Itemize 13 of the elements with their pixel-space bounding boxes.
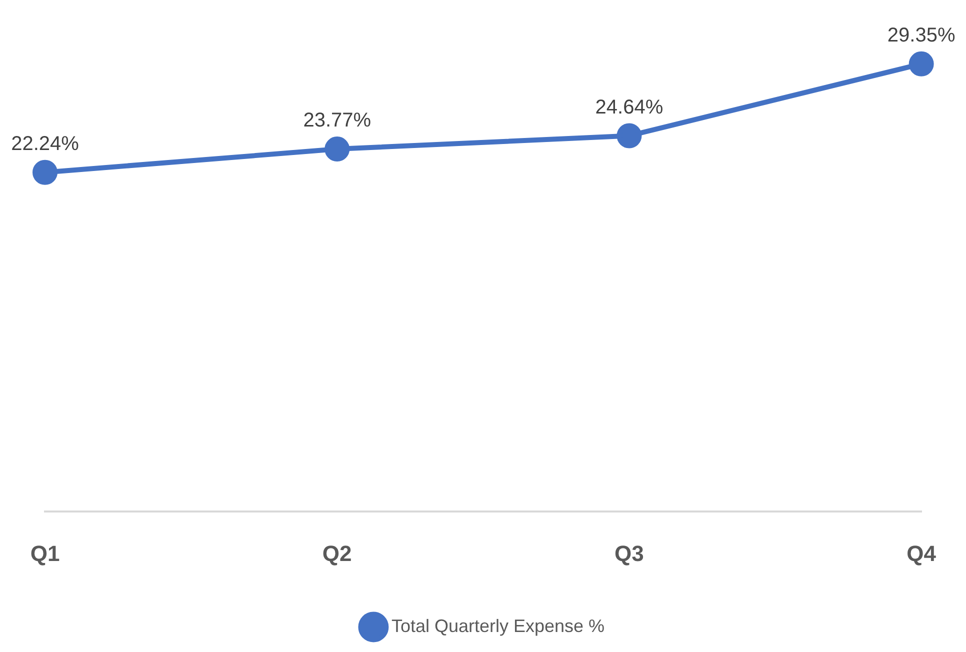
point (616, 123, 642, 148)
data-label: 29.35% (887, 24, 956, 46)
legend-label: Total Quarterly Expense % (391, 616, 605, 636)
x-tick-label: Q3 (614, 540, 644, 566)
data-label: 22.24% (11, 132, 80, 155)
point (908, 51, 934, 76)
x-tick-label: Q4 (906, 540, 937, 566)
x-tick-label: Q1 (30, 540, 60, 566)
point (324, 136, 350, 162)
point (32, 160, 58, 185)
data-label: 24.64% (595, 96, 664, 118)
data-label: 23.77% (303, 110, 372, 132)
x-tick-label: Q2 (322, 540, 352, 566)
